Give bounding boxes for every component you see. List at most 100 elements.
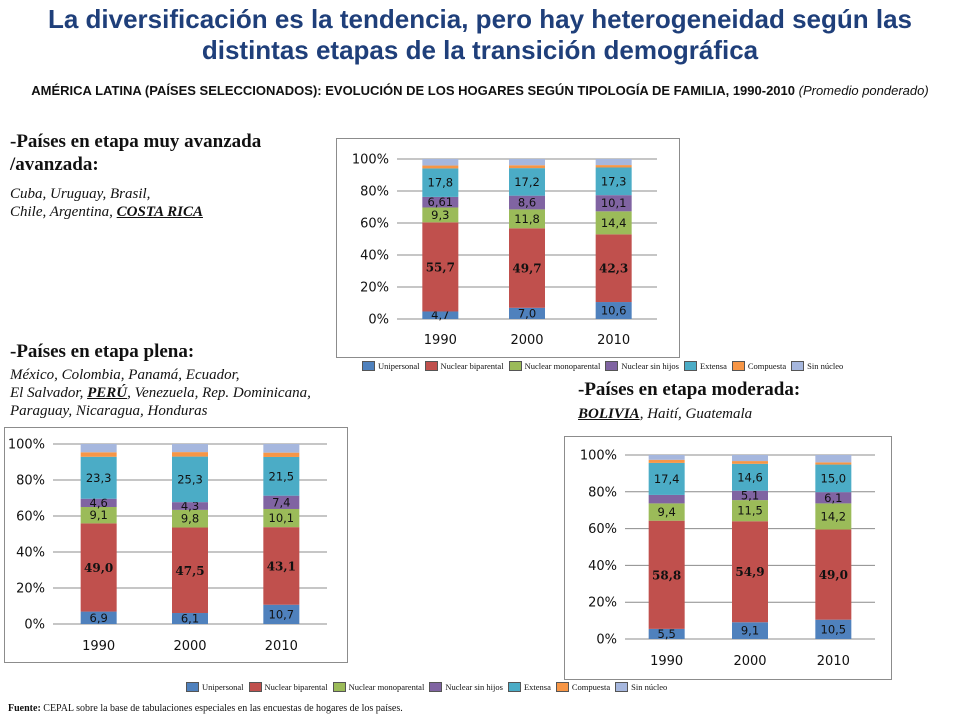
subtitle-note: (Promedio ponderado) <box>798 83 929 98</box>
countries-full-line2-pre: El Salvador, <box>10 385 88 401</box>
legend-item: Sin núcleo <box>615 682 667 692</box>
highlighted-country: PERÚ <box>87 385 128 401</box>
data-label: 8,6 <box>518 196 536 210</box>
data-label: 4,7 <box>431 308 449 322</box>
legend-label: Nuclear biparental <box>264 682 328 692</box>
legend-item: Nuclear sin hijos <box>605 361 679 371</box>
bar-segment <box>422 222 459 312</box>
data-label: 10,5 <box>821 622 847 636</box>
x-tick-label: 2010 <box>817 654 850 669</box>
data-label: 58,8 <box>652 568 681 582</box>
data-label: 11,5 <box>737 504 763 518</box>
bar-segment <box>172 502 208 510</box>
bar-segment <box>648 462 685 495</box>
data-label: 47,5 <box>175 564 204 578</box>
x-tick-label: 2000 <box>733 654 766 669</box>
bar-segment <box>595 167 632 196</box>
bar-segment <box>422 158 459 166</box>
bar-segment <box>80 456 117 499</box>
bar-segment <box>648 628 685 639</box>
legend-item: Extensa <box>507 682 551 692</box>
data-label: 7,0 <box>518 306 536 320</box>
bar-segment <box>815 464 852 493</box>
legend-swatch <box>186 682 199 692</box>
subtitle-text: AMÉRICA LATINA (PAÍSES SELECCIONADOS): E… <box>31 83 795 98</box>
countries-moderate-post: , Haití, Guatemala <box>639 406 753 422</box>
legend-swatch <box>555 682 569 692</box>
legend-label: Extensa <box>523 682 551 692</box>
legend-item: Nuclear sin hijos <box>429 682 503 692</box>
legend-swatch <box>731 361 745 371</box>
group-countries-advanced: Cuba, Uruguay, Brasil, Chile, Argentina,… <box>10 185 203 221</box>
chart-moderate: 0% 20% 40% 60% 80% 100% 5,5 58,8 9,4 17,4 1990 9,1 5… <box>564 436 892 680</box>
legend-label: Unipersonal <box>202 682 244 692</box>
y-tick-label: 60% <box>360 217 389 232</box>
bar-segment <box>172 444 208 453</box>
legend-label: Nuclear biparental <box>440 361 504 371</box>
legend-swatch <box>248 682 262 692</box>
legend-label: Compuesta <box>747 361 787 371</box>
bar-segment <box>648 455 685 460</box>
countries-advanced-line2: Chile, Argentina, COSTA RICA <box>10 203 203 221</box>
data-label: 14,2 <box>821 509 847 523</box>
bar-segment <box>172 613 208 624</box>
bar-segment <box>509 165 545 169</box>
group-countries-full: México, Colombia, Panamá, Ecuador, El Sa… <box>10 366 311 420</box>
bar-segment <box>422 207 459 223</box>
data-label: 6,61 <box>428 195 454 209</box>
data-label: 23,3 <box>86 471 112 485</box>
group-title-advanced-line1: -Países en etapa muy avanzada <box>10 131 262 152</box>
data-label: 10,7 <box>269 607 295 621</box>
bar-segment <box>80 444 117 453</box>
data-label: 9,3 <box>431 208 449 222</box>
legend-moderate: Unipersonal Nuclear biparental Nuclear mon… <box>186 680 667 694</box>
legend-item: Nuclear biparental <box>424 361 504 371</box>
legend-item: Unipersonal <box>186 682 244 692</box>
bar-segment <box>595 234 632 303</box>
x-tick-label: 1990 <box>650 654 683 669</box>
data-label: 49,7 <box>512 262 541 276</box>
bar-segment <box>732 461 768 464</box>
x-tick-label: 1990 <box>82 639 115 654</box>
bar-segment <box>172 527 208 614</box>
y-tick-label: 80% <box>588 485 617 500</box>
legend-label: Sin núcleo <box>807 361 844 371</box>
bar-segment <box>422 165 459 169</box>
data-label: 25,3 <box>177 472 203 486</box>
x-tick-label: 2010 <box>597 333 630 348</box>
bar-segment <box>509 168 545 196</box>
countries-full-line1: México, Colombia, Panamá, Ecuador, <box>10 367 240 383</box>
highlighted-country: COSTA RICA <box>116 204 203 220</box>
data-label: 42,3 <box>599 262 628 276</box>
y-tick-label: 40% <box>360 249 389 264</box>
y-tick-label: 20% <box>16 582 45 597</box>
legend-swatch <box>507 682 521 692</box>
data-label: 14,4 <box>601 216 627 230</box>
bar-segment <box>509 228 545 308</box>
data-label: 9,1 <box>90 508 108 522</box>
data-label: 17,2 <box>514 175 540 189</box>
bar-segment <box>815 619 852 639</box>
legend-swatch <box>683 361 697 371</box>
page-title: La diversificación es la tendencia, pero… <box>47 4 913 65</box>
page-subtitle: AMÉRICA LATINA (PAÍSES SELECCIONADOS): E… <box>10 82 950 99</box>
data-label: 15,0 <box>821 471 847 485</box>
bar-segment <box>732 463 768 491</box>
data-label: 54,9 <box>735 565 764 579</box>
legend-label: Sin núcleo <box>631 682 668 692</box>
legend-item: Nuclear biparental <box>248 682 328 692</box>
countries-advanced-line2-text: Chile, Argentina, <box>10 204 117 220</box>
bar-segment <box>815 462 852 465</box>
countries-full-line3: Paraguay, Nicaragua, Honduras <box>10 403 208 419</box>
legend-swatch <box>508 361 522 371</box>
data-label: 10,6 <box>601 304 627 318</box>
chart-moderate-svg: 0% 20% 40% 60% 80% 100% 5,5 58,8 9,4 17,4 1990 9,1 5… <box>580 449 875 669</box>
y-tick-label: 0% <box>24 618 45 633</box>
legend-label: Nuclear sin hijos <box>445 682 503 692</box>
bar-segment <box>595 165 632 168</box>
data-label: 55,7 <box>426 260 455 274</box>
data-label: 9,1 <box>741 624 759 638</box>
data-label: 11,8 <box>514 212 540 226</box>
y-tick-label: 80% <box>16 474 45 489</box>
bar-segment <box>732 500 768 522</box>
